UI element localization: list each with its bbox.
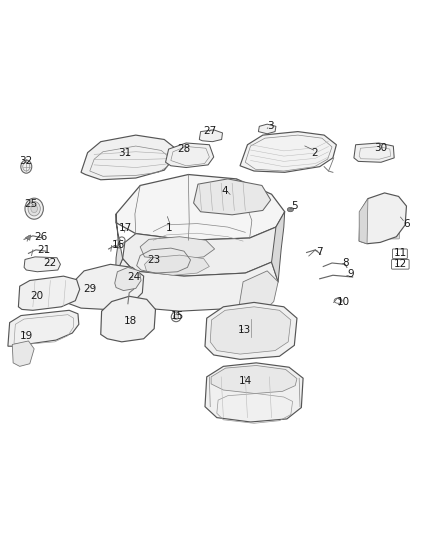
Text: 6: 6 bbox=[403, 219, 410, 229]
Polygon shape bbox=[354, 143, 394, 162]
Text: 28: 28 bbox=[177, 144, 191, 154]
Polygon shape bbox=[123, 227, 280, 276]
Text: 7: 7 bbox=[316, 247, 323, 257]
Polygon shape bbox=[211, 366, 297, 393]
Polygon shape bbox=[25, 235, 31, 240]
Ellipse shape bbox=[113, 306, 143, 330]
Polygon shape bbox=[101, 296, 155, 342]
Ellipse shape bbox=[215, 318, 247, 342]
Text: 1: 1 bbox=[165, 223, 172, 233]
Ellipse shape bbox=[31, 205, 37, 213]
Polygon shape bbox=[69, 264, 144, 310]
Text: 8: 8 bbox=[343, 259, 350, 269]
Ellipse shape bbox=[25, 198, 43, 219]
Text: 2: 2 bbox=[311, 148, 318, 158]
Polygon shape bbox=[12, 341, 34, 366]
Polygon shape bbox=[145, 255, 209, 275]
Polygon shape bbox=[359, 193, 406, 244]
Polygon shape bbox=[81, 135, 175, 180]
Text: 10: 10 bbox=[337, 296, 350, 306]
Text: 5: 5 bbox=[291, 201, 298, 211]
Text: 17: 17 bbox=[119, 223, 132, 233]
Text: 13: 13 bbox=[238, 325, 251, 335]
Polygon shape bbox=[194, 179, 271, 215]
Ellipse shape bbox=[287, 207, 293, 212]
Polygon shape bbox=[18, 276, 80, 310]
Text: 32: 32 bbox=[19, 156, 32, 166]
Polygon shape bbox=[258, 124, 276, 134]
Text: 15: 15 bbox=[171, 311, 184, 320]
Text: 23: 23 bbox=[148, 255, 161, 265]
FancyBboxPatch shape bbox=[366, 229, 399, 239]
Polygon shape bbox=[359, 199, 368, 244]
Text: 18: 18 bbox=[124, 316, 137, 326]
Ellipse shape bbox=[130, 284, 140, 292]
Text: 27: 27 bbox=[204, 126, 217, 136]
Polygon shape bbox=[272, 212, 285, 282]
Text: 24: 24 bbox=[127, 272, 140, 282]
Text: 21: 21 bbox=[37, 245, 50, 255]
Text: 25: 25 bbox=[24, 199, 37, 209]
Polygon shape bbox=[205, 302, 297, 359]
Text: 26: 26 bbox=[34, 232, 47, 242]
Text: 16: 16 bbox=[112, 240, 125, 251]
Polygon shape bbox=[205, 363, 303, 422]
Ellipse shape bbox=[238, 285, 259, 301]
Text: 11: 11 bbox=[394, 248, 407, 259]
Polygon shape bbox=[166, 143, 214, 167]
Text: 22: 22 bbox=[44, 258, 57, 268]
Polygon shape bbox=[115, 268, 141, 290]
Ellipse shape bbox=[112, 279, 135, 296]
Polygon shape bbox=[116, 174, 285, 240]
Text: 19: 19 bbox=[20, 330, 33, 341]
Ellipse shape bbox=[116, 281, 131, 294]
Ellipse shape bbox=[259, 282, 275, 295]
Text: 12: 12 bbox=[394, 260, 407, 269]
Text: 31: 31 bbox=[119, 148, 132, 158]
Polygon shape bbox=[8, 310, 79, 346]
Ellipse shape bbox=[257, 320, 284, 342]
Text: 20: 20 bbox=[31, 291, 44, 301]
Text: 30: 30 bbox=[374, 143, 388, 154]
Ellipse shape bbox=[83, 280, 101, 293]
Polygon shape bbox=[116, 259, 278, 311]
Text: 29: 29 bbox=[83, 284, 96, 294]
Ellipse shape bbox=[118, 310, 138, 327]
Polygon shape bbox=[24, 257, 60, 272]
Polygon shape bbox=[199, 130, 223, 142]
Ellipse shape bbox=[261, 324, 280, 339]
FancyBboxPatch shape bbox=[366, 206, 399, 216]
Polygon shape bbox=[240, 132, 336, 172]
Ellipse shape bbox=[173, 314, 179, 319]
Polygon shape bbox=[239, 271, 278, 312]
Ellipse shape bbox=[79, 277, 105, 295]
Polygon shape bbox=[210, 307, 291, 354]
Text: 14: 14 bbox=[239, 376, 252, 386]
Ellipse shape bbox=[21, 160, 32, 173]
Text: 3: 3 bbox=[267, 122, 274, 131]
Polygon shape bbox=[115, 214, 123, 289]
Ellipse shape bbox=[17, 349, 28, 359]
Ellipse shape bbox=[28, 201, 40, 216]
Text: 9: 9 bbox=[347, 269, 354, 279]
Text: 4: 4 bbox=[221, 186, 228, 196]
FancyBboxPatch shape bbox=[366, 218, 399, 228]
Polygon shape bbox=[140, 237, 215, 260]
Ellipse shape bbox=[220, 322, 242, 338]
